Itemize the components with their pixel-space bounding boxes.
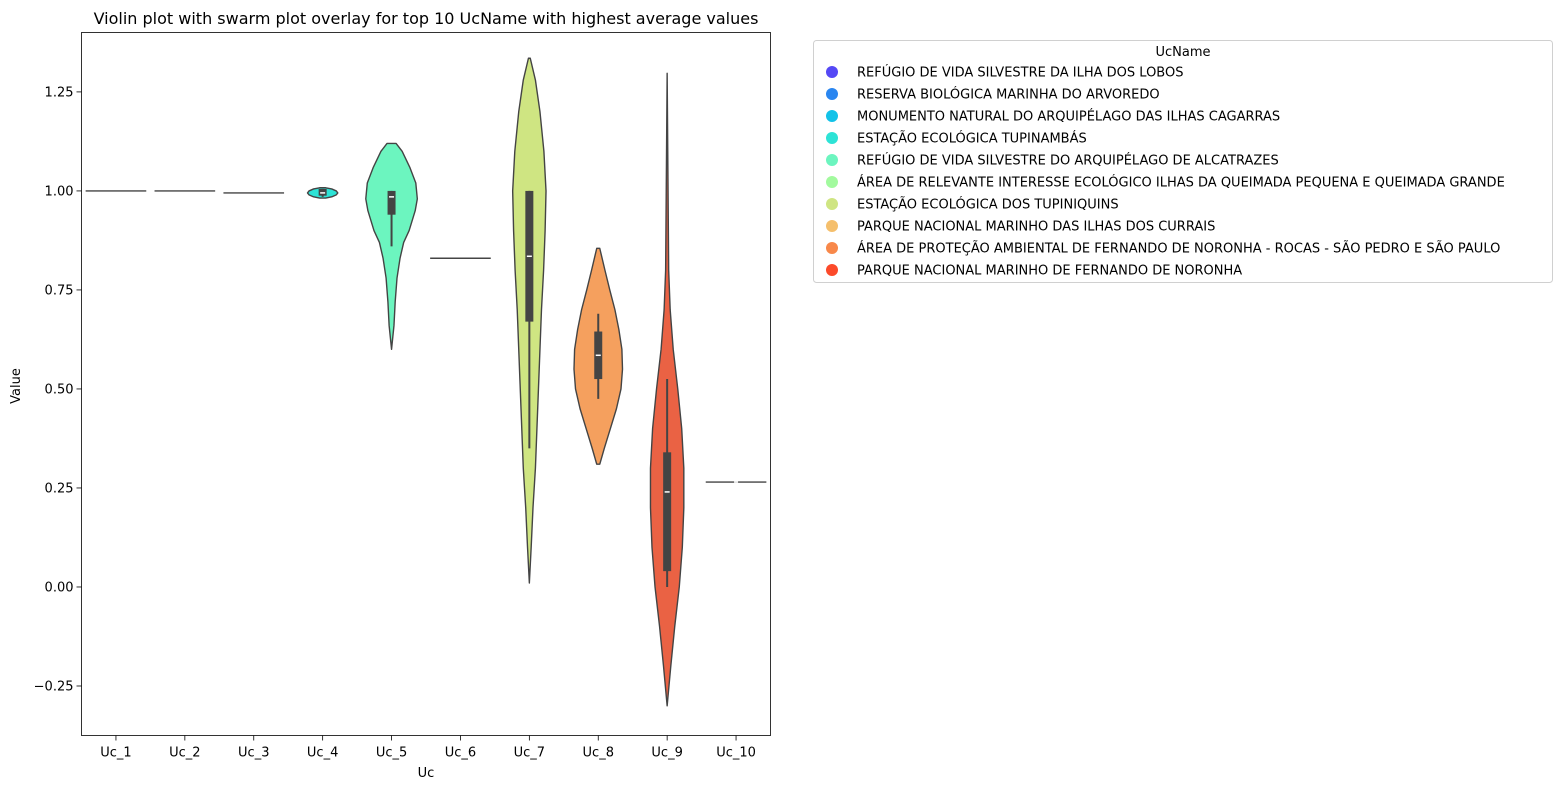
y-tick-label: 0.25 [45,481,74,496]
legend-label: MONUMENTO NATURAL DO ARQUIPÉLAGO DAS ILH… [857,109,1280,125]
legend-label: ESTAÇÃO ECOLÓGICA DOS TUPINIQUINS [857,197,1119,213]
x-tick-label: Uc_9 [651,746,682,761]
legend-marker [826,154,838,166]
x-tick-label: Uc_6 [445,746,476,761]
violin-uc-9 [649,72,685,707]
y-tick-label: 1.25 [45,85,74,100]
legend-marker [826,176,838,188]
y-tick-label: 0.75 [45,283,74,298]
legend-marker [826,242,838,254]
violin-uc-5 [365,142,419,351]
legend-marker [826,220,838,232]
legend-label: RESERVA BIOLÓGICA MARINHA DO ARVOREDO [857,87,1160,103]
legend-marker [826,88,838,100]
x-tick-label: Uc_10 [716,746,756,761]
legend-label: PARQUE NACIONAL MARINHO DAS ILHAS DOS CU… [857,220,1215,235]
legend-label: ESTAÇÃO ECOLÓGICA TUPINAMBÁS [857,131,1087,147]
legend-label: REFÚGIO DE VIDA SILVESTRE DA ILHA DOS LO… [857,65,1183,81]
x-axis-label: Uc [418,766,435,781]
y-axis-label: Value [9,368,24,404]
iqr-box [387,190,396,215]
x-tick-label: Uc_5 [376,746,407,761]
y-tick-label: −0.25 [34,679,74,694]
legend-title: UcName [1155,45,1210,60]
violin-uc-8 [573,247,624,465]
x-tick-label: Uc_3 [238,746,269,761]
violin-uc-4 [306,187,339,199]
legend-marker [826,264,838,276]
legend-label: ÁREA DE PROTEÇÃO AMBIENTAL DE FERNANDO D… [857,241,1500,257]
x-tick-label: Uc_4 [307,746,338,761]
chart-title: Violin plot with swarm plot overlay for … [94,9,759,28]
legend-marker [826,110,838,122]
legend-marker [826,66,838,78]
plot-frame [81,32,771,736]
y-tick-label: 1.00 [45,184,74,199]
legend-label: ÁREA DE RELEVANTE INTERESSE ECOLÓGICO IL… [857,175,1505,191]
y-tick-label: 0.50 [45,382,74,397]
y-tick-label: 0.00 [45,580,74,595]
violin-uc-7 [511,57,547,584]
x-tick-label: Uc_2 [169,746,200,761]
legend-label: PARQUE NACIONAL MARINHO DE FERNANDO DE N… [857,264,1242,279]
legend-marker [826,198,838,210]
x-tick-label: Uc_8 [583,746,614,761]
x-tick-label: Uc_1 [100,746,131,761]
legend-marker [826,132,838,144]
legend-label: REFÚGIO DE VIDA SILVESTRE DO ARQUIPÉLAGO… [857,153,1279,169]
x-tick-label: Uc_7 [514,746,545,761]
legend: UcName REFÚGIO DE VIDA SILVESTRE DA ILHA… [813,40,1553,283]
plot-area: −0.25 0.00 0.25 0.50 0.75 1.00 1.25 Uc_1 Uc_2 Uc_… [34,57,767,761]
iqr-box [663,452,672,572]
legend-box [813,40,1553,283]
violin-body [365,142,419,351]
